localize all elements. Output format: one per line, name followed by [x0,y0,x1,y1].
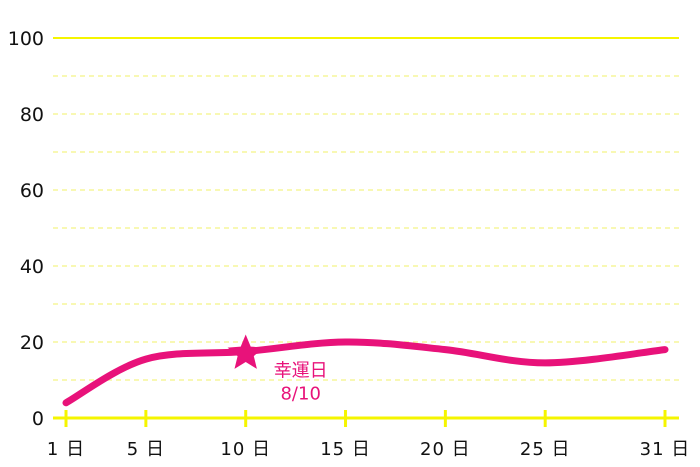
x-tick-label: 25 日 [520,439,571,460]
y-tick-label: 80 [20,104,44,126]
y-tick-label: 40 [20,256,44,278]
x-tick-label: 20 日 [420,439,471,460]
lucky-day-annotation: 幸運日 8/10 [227,334,328,405]
y-tick-label: 0 [32,408,44,430]
x-tick-label: 10 日 [220,439,271,460]
y-tick-label: 100 [8,28,44,50]
gridlines [53,37,679,420]
series-line [62,338,669,407]
y-axis-tick-labels: 0 20 40 60 80 100 [8,28,44,430]
x-tick-label: 5 日 [127,439,165,460]
annotation-date: 8/10 [280,384,320,405]
x-tick-label: 1 日 [47,439,85,460]
x-tick-label: 15 日 [320,439,371,460]
y-tick-label: 60 [20,180,44,202]
x-tick-label: 31 日 [640,439,691,460]
star-icon [227,334,264,369]
series-layer [62,338,669,407]
x-axis: 1 日 5 日 10 日 15 日 20 日 25 日 31 日 [47,410,691,460]
annotation-label: 幸運日 [274,361,328,382]
y-tick-label: 20 [20,332,44,354]
